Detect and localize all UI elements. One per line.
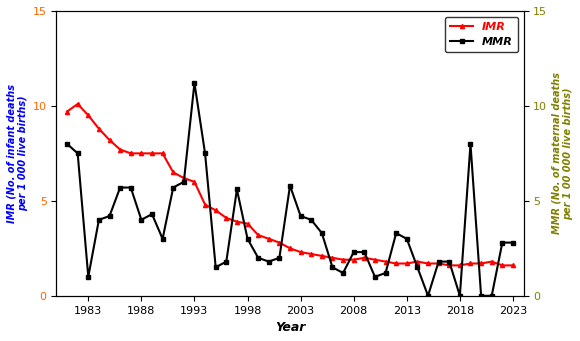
IMR bbox=[318, 254, 325, 258]
MMR bbox=[127, 186, 134, 190]
IMR bbox=[488, 260, 495, 264]
MMR bbox=[329, 265, 336, 269]
MMR bbox=[393, 231, 400, 235]
Y-axis label: MMR (No. of maternal deaths
per 1 00 000 live births): MMR (No. of maternal deaths per 1 00 000… bbox=[552, 72, 573, 234]
MMR bbox=[456, 294, 463, 298]
MMR bbox=[255, 256, 262, 260]
IMR bbox=[414, 260, 421, 264]
MMR bbox=[446, 260, 453, 264]
IMR bbox=[170, 170, 177, 174]
MMR bbox=[170, 186, 177, 190]
MMR bbox=[138, 218, 145, 222]
IMR bbox=[382, 260, 389, 264]
IMR bbox=[85, 113, 92, 117]
IMR bbox=[446, 263, 453, 267]
MMR bbox=[414, 265, 421, 269]
Y-axis label: IMR (No. of infant deaths
per 1 000 live births): IMR (No. of infant deaths per 1 000 live… bbox=[7, 84, 28, 223]
MMR bbox=[435, 260, 442, 264]
IMR bbox=[276, 240, 283, 244]
IMR bbox=[138, 151, 145, 155]
MMR bbox=[159, 237, 166, 241]
IMR bbox=[233, 220, 240, 224]
MMR bbox=[425, 294, 432, 298]
MMR bbox=[403, 237, 410, 241]
MMR bbox=[382, 271, 389, 275]
IMR bbox=[456, 263, 463, 267]
MMR bbox=[85, 275, 92, 279]
MMR bbox=[180, 180, 187, 184]
IMR bbox=[308, 252, 315, 256]
MMR bbox=[350, 250, 357, 254]
IMR bbox=[223, 216, 230, 220]
MMR bbox=[202, 151, 209, 155]
MMR bbox=[308, 218, 315, 222]
MMR bbox=[371, 275, 378, 279]
IMR bbox=[202, 203, 209, 207]
IMR bbox=[477, 262, 484, 266]
Line: MMR: MMR bbox=[65, 81, 515, 298]
MMR bbox=[148, 212, 155, 216]
MMR bbox=[477, 294, 484, 298]
MMR bbox=[74, 151, 81, 155]
MMR bbox=[361, 250, 368, 254]
IMR bbox=[329, 256, 336, 260]
IMR bbox=[499, 263, 506, 267]
IMR bbox=[350, 258, 357, 262]
MMR bbox=[297, 214, 304, 218]
IMR bbox=[425, 262, 432, 266]
MMR bbox=[265, 260, 272, 264]
MMR bbox=[233, 188, 240, 192]
IMR bbox=[255, 233, 262, 237]
MMR bbox=[318, 231, 325, 235]
IMR bbox=[64, 109, 71, 114]
IMR bbox=[244, 222, 251, 226]
IMR bbox=[509, 263, 516, 267]
MMR bbox=[276, 256, 283, 260]
IMR bbox=[403, 262, 410, 266]
Legend: IMR, MMR: IMR, MMR bbox=[445, 16, 518, 52]
MMR bbox=[244, 237, 251, 241]
IMR bbox=[96, 127, 103, 131]
MMR bbox=[191, 81, 198, 85]
IMR bbox=[340, 258, 347, 262]
IMR bbox=[435, 262, 442, 266]
IMR bbox=[74, 102, 81, 106]
IMR bbox=[467, 262, 474, 266]
IMR bbox=[297, 250, 304, 254]
MMR bbox=[96, 218, 103, 222]
IMR bbox=[371, 258, 378, 262]
IMR bbox=[393, 262, 400, 266]
X-axis label: Year: Year bbox=[275, 321, 305, 334]
MMR bbox=[287, 183, 293, 188]
MMR bbox=[499, 240, 506, 244]
IMR bbox=[212, 208, 219, 212]
IMR bbox=[159, 151, 166, 155]
MMR bbox=[223, 260, 230, 264]
MMR bbox=[488, 294, 495, 298]
IMR bbox=[106, 138, 113, 142]
MMR bbox=[509, 240, 516, 244]
MMR bbox=[106, 214, 113, 218]
IMR bbox=[180, 176, 187, 180]
MMR bbox=[117, 186, 124, 190]
MMR bbox=[467, 142, 474, 146]
MMR bbox=[64, 142, 71, 146]
IMR bbox=[265, 237, 272, 241]
MMR bbox=[212, 265, 219, 269]
MMR bbox=[340, 271, 347, 275]
IMR bbox=[127, 151, 134, 155]
IMR bbox=[191, 180, 198, 184]
IMR bbox=[361, 256, 368, 260]
IMR bbox=[287, 246, 293, 250]
IMR bbox=[117, 148, 124, 152]
Line: IMR: IMR bbox=[65, 102, 515, 267]
IMR bbox=[148, 151, 155, 155]
